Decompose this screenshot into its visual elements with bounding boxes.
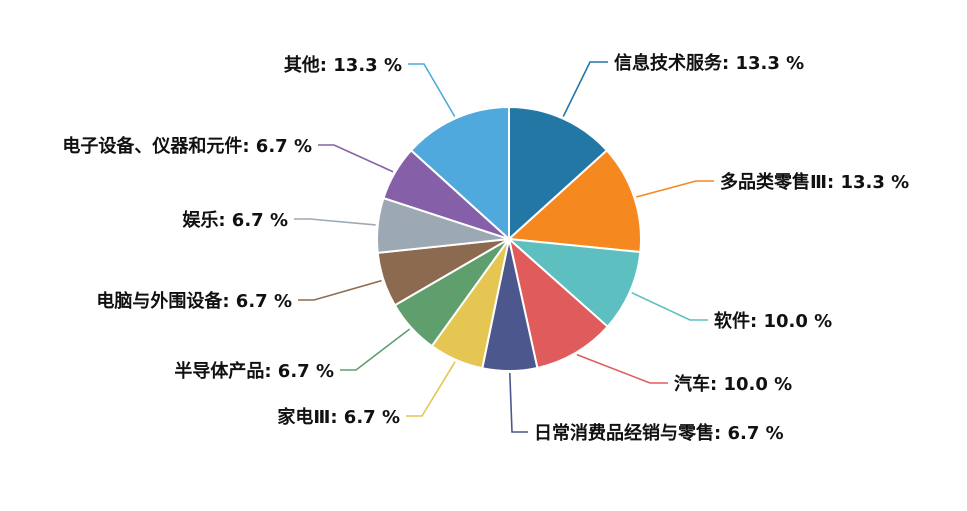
slice-label-2: 多品类零售Ⅲ: 13.3 % bbox=[720, 171, 909, 193]
leader-line-3 bbox=[631, 291, 708, 321]
slice-label-6: 家电Ⅲ: 6.7 % bbox=[277, 406, 400, 428]
slice-label-4: 汽车: 10.0 % bbox=[674, 373, 792, 395]
slice-label-3: 软件: 10.0 % bbox=[714, 310, 832, 332]
leader-line-7 bbox=[340, 328, 411, 371]
slice-label-11: 其他: 13.3 % bbox=[284, 54, 402, 76]
pie-slice-3 bbox=[506, 237, 642, 329]
leader-line-9 bbox=[294, 218, 376, 226]
leader-line-11 bbox=[408, 63, 456, 117]
leader-line-6 bbox=[406, 361, 456, 417]
slice-label-9: 娱乐: 6.7 % bbox=[182, 209, 288, 231]
leader-line-1 bbox=[562, 61, 608, 117]
slice-label-7: 半导体产品: 6.7 % bbox=[174, 360, 334, 382]
slice-label-1: 信息技术服务: 13.3 % bbox=[614, 52, 804, 74]
pie-slice-2 bbox=[506, 148, 642, 254]
slice-label-5: 日常消费品经销与零售: 6.7 % bbox=[534, 422, 784, 444]
slice-labels: 信息技术服务: 13.3 % 多品类零售Ⅲ: 13.3 % 软件: 10.0 % 汽车… bbox=[62, 52, 909, 444]
slice-label-10: 电子设备、仪器和元件: 6.7 % bbox=[62, 135, 312, 157]
leader-line-4 bbox=[576, 353, 668, 384]
leader-line-5 bbox=[509, 372, 528, 433]
pie-slice-1 bbox=[508, 105, 609, 242]
leader-line-2 bbox=[636, 180, 714, 198]
leader-lines bbox=[294, 61, 714, 433]
slice-label-8: 电脑与外围设备: 6.7 % bbox=[96, 290, 292, 312]
leader-line-8 bbox=[298, 279, 382, 301]
pie-slices bbox=[376, 105, 642, 372]
pie-slice-4 bbox=[507, 236, 610, 370]
leader-line-10 bbox=[318, 144, 394, 173]
pie-slice-11 bbox=[409, 105, 510, 242]
